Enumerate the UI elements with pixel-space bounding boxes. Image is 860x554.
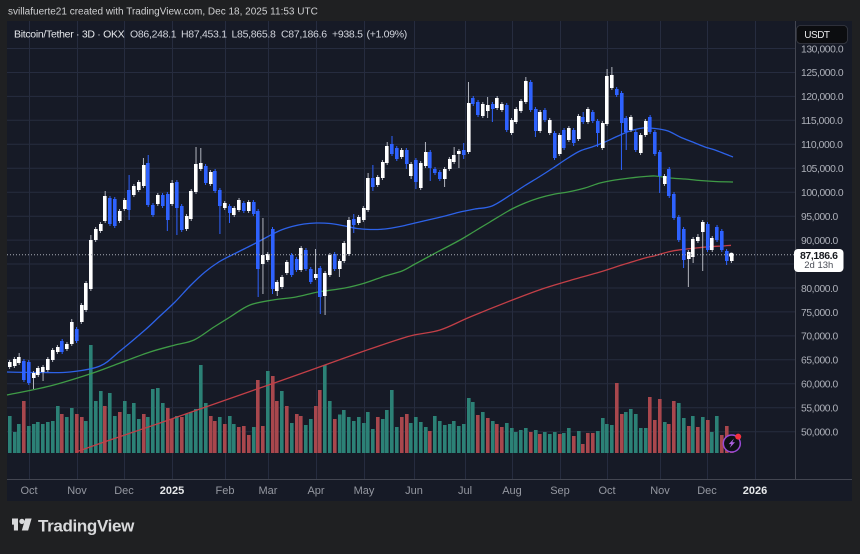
svg-text:USDT: USDT xyxy=(804,30,830,41)
svg-text:87,186.6: 87,186.6 xyxy=(800,250,838,262)
svg-text:TradingView: TradingView xyxy=(38,517,135,536)
svg-text:svillafuerte21 created with Tr: svillafuerte21 created with TradingView.… xyxy=(8,7,318,18)
svg-text:100,000.0: 100,000.0 xyxy=(801,188,844,199)
svg-text:Dec: Dec xyxy=(114,485,134,497)
svg-text:105,000.0: 105,000.0 xyxy=(801,164,844,175)
svg-text:Oct: Oct xyxy=(20,485,37,497)
svg-text:60,000.0: 60,000.0 xyxy=(801,380,839,391)
svg-text:Dec: Dec xyxy=(697,485,717,497)
svg-text:(+1.09%): (+1.09%) xyxy=(367,29,408,41)
svg-text:Sep: Sep xyxy=(550,485,570,497)
svg-text:115,000.0: 115,000.0 xyxy=(801,116,843,127)
svg-text:Nov: Nov xyxy=(650,485,670,497)
svg-text:50,000.0: 50,000.0 xyxy=(801,428,839,439)
svg-text:O86,248.1: O86,248.1 xyxy=(130,29,177,41)
svg-text:Jun: Jun xyxy=(405,485,423,497)
svg-text:Bitcoin/Tether · 3D · OKX: Bitcoin/Tether · 3D · OKX xyxy=(14,29,125,41)
svg-text:Aug: Aug xyxy=(502,485,522,497)
svg-text:Jul: Jul xyxy=(458,485,472,497)
svg-text:95,000.0: 95,000.0 xyxy=(801,212,839,223)
svg-text:Oct: Oct xyxy=(598,485,615,497)
svg-text:H87,453.1: H87,453.1 xyxy=(181,29,227,41)
svg-text:110,000.0: 110,000.0 xyxy=(801,140,843,151)
svg-text:55,000.0: 55,000.0 xyxy=(801,404,839,415)
svg-text:120,000.0: 120,000.0 xyxy=(801,92,844,103)
svg-text:75,000.0: 75,000.0 xyxy=(801,308,839,319)
svg-text:Mar: Mar xyxy=(259,485,278,497)
svg-text:Feb: Feb xyxy=(216,485,235,497)
svg-text:C87,186.6: C87,186.6 xyxy=(281,29,327,41)
svg-text:Apr: Apr xyxy=(307,485,324,497)
svg-text:L85,865.8: L85,865.8 xyxy=(232,29,276,41)
svg-text:70,000.0: 70,000.0 xyxy=(801,332,839,343)
svg-text:2d 13h: 2d 13h xyxy=(804,260,833,271)
svg-text:2025: 2025 xyxy=(160,485,184,497)
svg-text:125,000.0: 125,000.0 xyxy=(801,68,844,79)
svg-text:90,000.0: 90,000.0 xyxy=(801,236,839,247)
svg-text:80,000.0: 80,000.0 xyxy=(801,284,839,295)
svg-text:+938.5: +938.5 xyxy=(332,29,363,41)
svg-text:130,000.0: 130,000.0 xyxy=(801,44,844,55)
svg-text:Nov: Nov xyxy=(67,485,87,497)
svg-text:65,000.0: 65,000.0 xyxy=(801,356,839,367)
svg-text:2026: 2026 xyxy=(743,485,767,497)
svg-text:May: May xyxy=(354,485,375,497)
